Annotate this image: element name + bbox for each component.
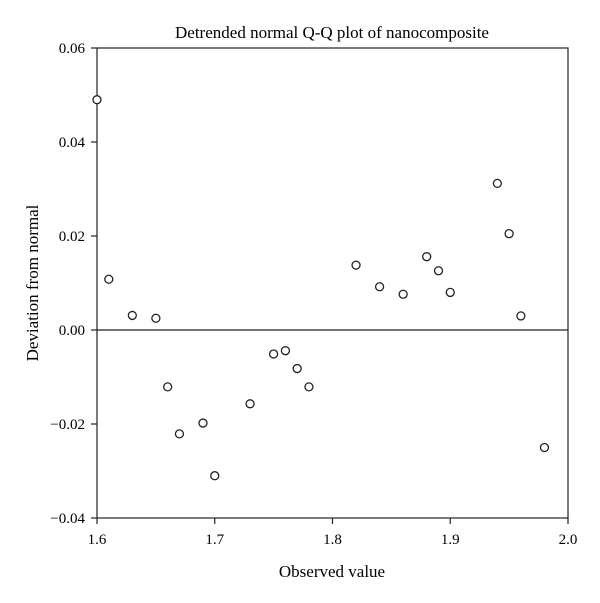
x-tick-label: 1.6 <box>88 532 107 548</box>
data-point <box>151 313 161 323</box>
x-tick-label: 1.8 <box>323 532 342 548</box>
y-axis-label: Deviation from normal <box>23 204 42 361</box>
data-point <box>280 346 291 356</box>
data-point <box>268 349 279 359</box>
data-point <box>445 287 455 298</box>
y-tick-label: −0.02 <box>50 417 85 433</box>
chart-title: Detrended normal Q-Q plot of nanocomposi… <box>175 23 489 42</box>
y-tick-label: 0.02 <box>59 229 85 245</box>
data-point <box>92 95 102 105</box>
x-tick-label: 1.7 <box>205 532 224 548</box>
data-point <box>539 442 550 453</box>
y-tick-label: −0.04 <box>50 511 85 527</box>
data-point <box>504 228 514 239</box>
data-point <box>422 252 432 262</box>
data-point <box>351 260 361 270</box>
plot-area-frame <box>96 47 569 519</box>
data-point <box>104 274 114 284</box>
data-point <box>127 310 137 321</box>
data-point <box>492 178 503 189</box>
y-tick-label: 0.06 <box>59 41 86 57</box>
data-point <box>374 282 385 292</box>
x-tick-label: 1.9 <box>441 532 460 548</box>
data-point <box>398 289 408 299</box>
data-points <box>92 95 550 481</box>
x-axis-ticks: 1.6 1.7 1.8 1.9 2.0 <box>88 518 578 548</box>
x-axis-label: Observed value <box>279 562 385 581</box>
data-point <box>245 399 255 409</box>
data-point <box>516 311 526 321</box>
data-point <box>174 429 185 439</box>
data-point <box>210 471 220 481</box>
data-point <box>433 266 444 276</box>
data-point <box>292 363 302 374</box>
x-tick-label: 2.0 <box>559 532 578 548</box>
data-point <box>162 382 173 392</box>
data-point <box>198 418 208 428</box>
y-tick-label: 0.00 <box>59 323 85 339</box>
data-point <box>304 382 314 392</box>
y-axis-ticks: 0.06 0.04 0.02 0.00 −0.02 −0.04 <box>50 41 97 527</box>
y-tick-label: 0.04 <box>59 135 86 151</box>
